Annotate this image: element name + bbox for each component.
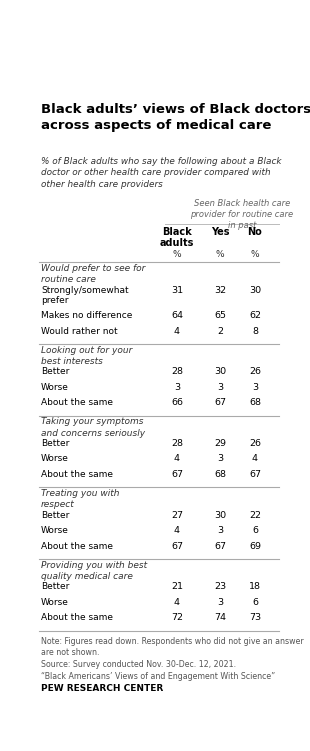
Text: 73: 73 [249,614,261,623]
Text: 30: 30 [249,285,261,294]
Text: 67: 67 [171,541,183,550]
Text: 23: 23 [214,582,226,591]
Text: PEW RESEARCH CENTER: PEW RESEARCH CENTER [41,684,163,693]
Text: Treating you with
respect: Treating you with respect [41,489,120,509]
Text: 31: 31 [171,285,183,294]
Text: 4: 4 [174,454,180,463]
Text: 29: 29 [214,439,226,448]
Text: Better: Better [41,367,69,376]
Text: 30: 30 [214,367,226,376]
Text: Better: Better [41,582,69,591]
Text: Better: Better [41,439,69,448]
Text: 67: 67 [171,470,183,479]
Text: About the same: About the same [41,541,113,550]
Text: Note: Figures read down. Respondents who did not give an answer
are not shown.
S: Note: Figures read down. Respondents who… [41,637,304,680]
Text: 18: 18 [249,582,261,591]
Text: 68: 68 [214,470,226,479]
Text: Would rather not: Would rather not [41,327,118,336]
Text: 69: 69 [249,541,261,550]
Text: Seen Black health care
provider for routine care
in past: Seen Black health care provider for rout… [190,199,293,230]
Text: Black adults’ views of Black doctors
across aspects of medical care: Black adults’ views of Black doctors acr… [41,104,310,132]
Text: 62: 62 [249,311,261,320]
Text: 66: 66 [171,398,183,407]
Text: 67: 67 [214,541,226,550]
Text: Worse: Worse [41,526,69,535]
Text: 68: 68 [249,398,261,407]
Text: 26: 26 [249,439,261,448]
Text: % of Black adults who say the following about a Black
doctor or other health car: % of Black adults who say the following … [41,157,282,189]
Text: Black
adults: Black adults [160,227,194,248]
Text: 28: 28 [171,367,183,376]
Text: 67: 67 [249,470,261,479]
Text: No: No [248,227,262,237]
Text: Makes no difference: Makes no difference [41,311,133,320]
Text: About the same: About the same [41,614,113,623]
Text: Providing you with best
quality medical care: Providing you with best quality medical … [41,561,147,581]
Text: Worse: Worse [41,454,69,463]
Text: 26: 26 [249,367,261,376]
Text: 27: 27 [171,511,183,520]
Text: 22: 22 [249,511,261,520]
Text: 6: 6 [252,526,258,535]
Text: 3: 3 [217,383,223,392]
Text: Worse: Worse [41,598,69,607]
Text: 32: 32 [214,285,226,294]
Text: 3: 3 [217,454,223,463]
Text: 8: 8 [252,327,258,336]
Text: %: % [173,250,181,259]
Text: Would prefer to see for
routine care: Would prefer to see for routine care [41,264,145,285]
Text: 21: 21 [171,582,183,591]
Text: 4: 4 [174,327,180,336]
Text: About the same: About the same [41,470,113,479]
Text: 28: 28 [171,439,183,448]
Text: 67: 67 [214,398,226,407]
Text: 3: 3 [174,383,180,392]
Text: 4: 4 [252,454,258,463]
Text: 64: 64 [171,311,183,320]
Text: 74: 74 [214,614,226,623]
Text: 3: 3 [217,526,223,535]
Text: %: % [216,250,224,259]
Text: %: % [251,250,259,259]
Text: 72: 72 [171,614,183,623]
Text: 3: 3 [252,383,258,392]
Text: Taking your symptoms
and concerns seriously: Taking your symptoms and concerns seriou… [41,418,145,438]
Text: 3: 3 [217,598,223,607]
Text: Looking out for your
best interests: Looking out for your best interests [41,345,133,366]
Text: Yes: Yes [211,227,229,237]
Text: About the same: About the same [41,398,113,407]
Text: Strongly/somewhat
prefer: Strongly/somewhat prefer [41,285,129,306]
Text: 2: 2 [217,327,223,336]
Text: 65: 65 [214,311,226,320]
Text: 4: 4 [174,526,180,535]
Text: Worse: Worse [41,383,69,392]
Text: Better: Better [41,511,69,520]
Text: 4: 4 [174,598,180,607]
Text: 6: 6 [252,598,258,607]
Text: 30: 30 [214,511,226,520]
